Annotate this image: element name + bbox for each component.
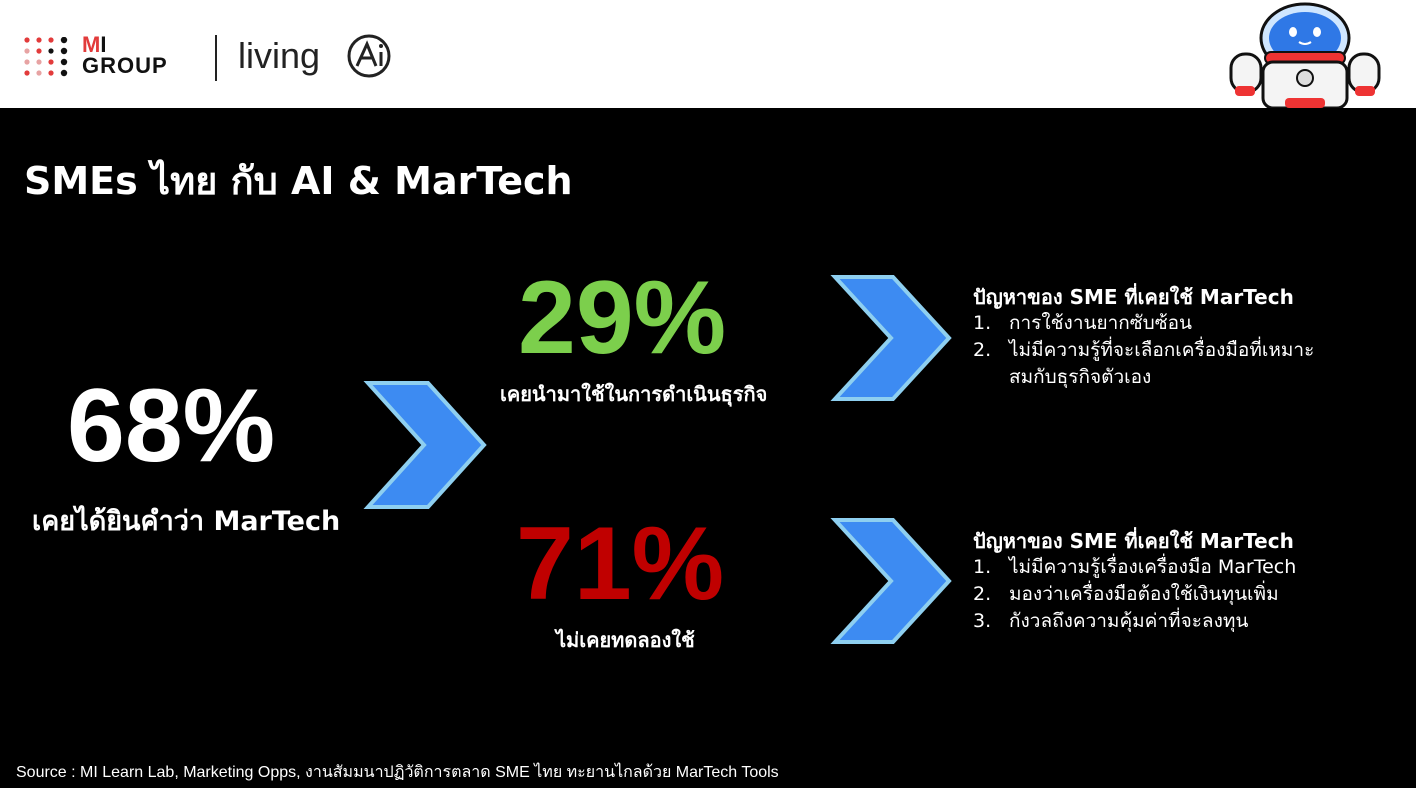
problem-list: 1. การใช้งานยากซับซ้อน 2. ไม่มีความรู้ที่จ…	[973, 310, 1403, 391]
stat-never-value: 71%	[516, 506, 725, 622]
mi-group-dots-logo	[24, 37, 68, 77]
robot-mascot	[1229, 2, 1381, 108]
stat-heard-caption: เคยได้ยินคำว่า MarTech	[32, 506, 341, 537]
list-item-number: 2.	[973, 339, 992, 361]
stat-heard-value: 68%	[67, 368, 276, 484]
list-item-text: การใช้งานยากซับซ้อน	[1009, 312, 1193, 334]
list-item-text: กังวลถึงความคุ้มค่าที่จะลงทุน	[1009, 610, 1249, 632]
mi-wordmark-group: GROUP	[82, 53, 168, 78]
stat-used-caption: เคยนำมาใช้ในการดำเนินธุรกิจ	[500, 382, 768, 406]
stat-used-value: 29%	[518, 260, 727, 376]
chevron-right-icon	[830, 275, 952, 401]
panel-heading: ปัญหาของ SME ที่เคยใช้ MarTech	[973, 285, 1294, 309]
chevron-right-icon	[363, 381, 487, 509]
stat-never-caption: ไม่เคยทดลองใช้	[556, 628, 695, 652]
mi-wordmark-i: I	[100, 32, 107, 57]
chevron-right-icon	[830, 518, 952, 644]
problems-panel-never: ปัญหาของ SME ที่เคยใช้ MarTech 1. ไม่มีคว…	[973, 528, 1403, 635]
mi-group-wordmark: MI GROUP	[82, 32, 168, 78]
list-item-text: ไม่มีความรู้เรื่องเครื่องมือ MarTech	[1009, 556, 1297, 578]
list-item: 1. ไม่มีความรู้เรื่องเครื่องมือ MarTech	[973, 554, 1403, 581]
list-item-number: 1.	[973, 556, 992, 578]
living-wordmark: living	[238, 35, 320, 76]
list-item-number: 2.	[973, 583, 992, 605]
problems-panel-used: ปัญหาของ SME ที่เคยใช้ MarTech 1. การใช้ง…	[973, 284, 1403, 391]
problem-list: 1. ไม่มีความรู้เรื่องเครื่องมือ MarTech 2…	[973, 554, 1403, 635]
living-ai-logo: living	[238, 34, 391, 78]
logo-divider	[215, 35, 217, 81]
list-item-text: ไม่มีความรู้ที่จะเลือกเครื่องมือที่เหมาะ…	[1009, 339, 1315, 388]
list-item-number: 3.	[973, 610, 992, 632]
list-item-number: 1.	[973, 312, 992, 334]
page-title: SMEs ไทย กับ AI & MarTech	[24, 159, 573, 203]
header-bar: MI GROUP living	[0, 0, 1416, 108]
list-item: 2. มองว่าเครื่องมือต้องใช้เงินทุนเพิ่ม	[973, 581, 1403, 608]
list-item-text: มองว่าเครื่องมือต้องใช้เงินทุนเพิ่ม	[1009, 583, 1279, 605]
list-item: 2. ไม่มีความรู้ที่จะเลือกเครื่องมือที่เหม…	[973, 337, 1403, 391]
source-citation: Source : MI Learn Lab, Marketing Opps, ง…	[16, 764, 779, 781]
panel-heading: ปัญหาของ SME ที่เคยใช้ MarTech	[973, 529, 1294, 553]
mi-wordmark-m: M	[82, 32, 101, 57]
list-item: 1. การใช้งานยากซับซ้อน	[973, 310, 1403, 337]
list-item: 3. กังวลถึงความคุ้มค่าที่จะลงทุน	[973, 608, 1403, 635]
